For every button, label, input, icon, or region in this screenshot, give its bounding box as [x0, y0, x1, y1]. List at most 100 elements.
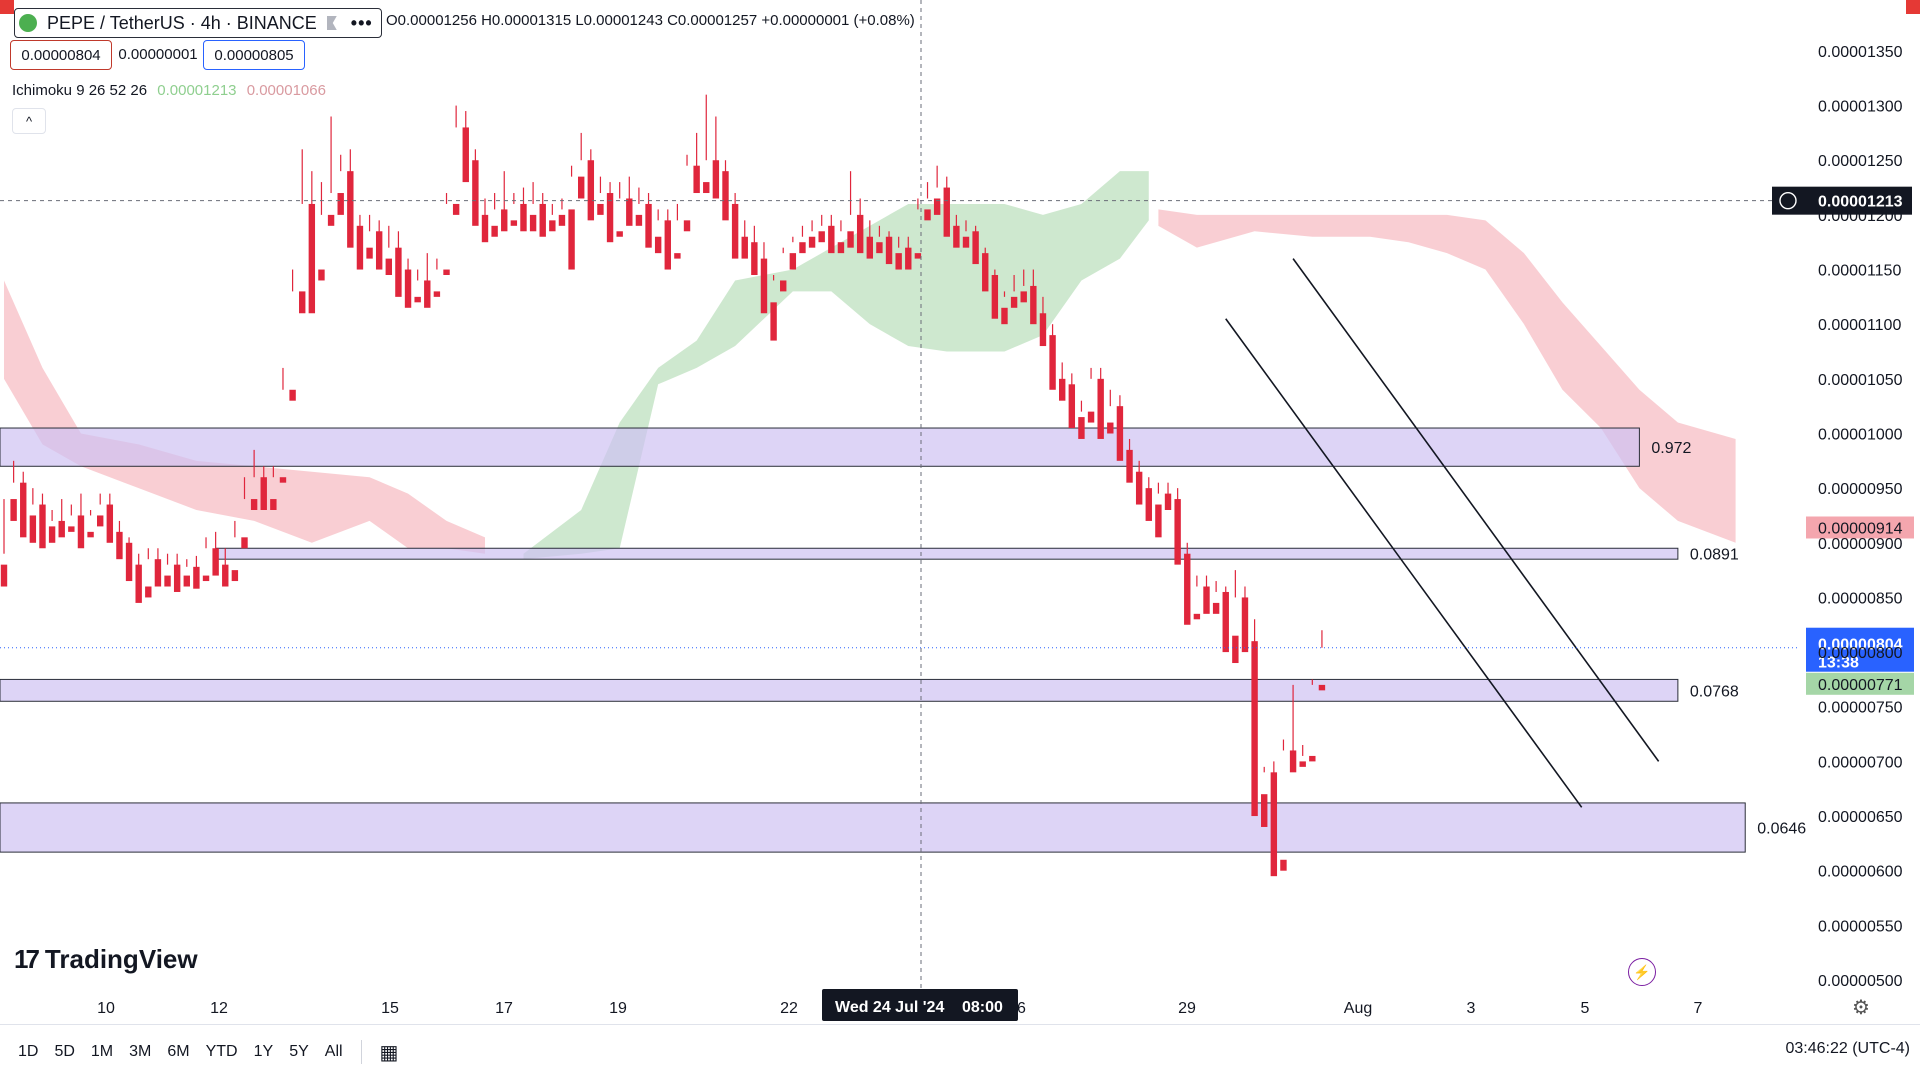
candle-body: [77, 515, 85, 549]
bottom-toolbar: 1D 5D 1M 3M 6M YTD 1Y 5Y All ▦: [0, 1024, 1920, 1079]
crosshair-date-label: Wed 24 Jul '24: [835, 999, 944, 1016]
candle-body: [327, 214, 335, 226]
y-tick-label: 0.00000650: [1818, 809, 1903, 826]
candle-body: [818, 231, 825, 243]
x-tick-label: 3: [1467, 1000, 1476, 1017]
timeframe-5y[interactable]: 5Y: [289, 1043, 309, 1060]
candle-body: [905, 247, 912, 270]
timeframe-1m[interactable]: 1M: [90, 1043, 114, 1060]
crosshair-price-label: 0.00001213: [1818, 194, 1903, 211]
x-tick-label: 5: [1581, 1000, 1590, 1017]
candle-body: [433, 291, 441, 297]
y-tick-label: 0.00000600: [1818, 864, 1903, 881]
candle-body: [289, 389, 296, 401]
candle-body: [1299, 761, 1306, 767]
candle-body: [876, 242, 883, 254]
candle-body: [885, 236, 893, 265]
settings-gear-icon[interactable]: ⚙: [1852, 997, 1870, 1019]
collapse-legend-button[interactable]: ^: [12, 108, 46, 134]
candle-body: [424, 280, 431, 308]
candle-body: [597, 203, 604, 215]
timeframe-ytd[interactable]: YTD: [205, 1043, 238, 1060]
toolbar-divider: [360, 1040, 362, 1064]
candle-body: [1155, 504, 1162, 538]
tradingview-logo[interactable]: 17 TradingView: [14, 944, 198, 975]
candle-body: [1232, 635, 1239, 664]
candle-body: [1174, 499, 1181, 565]
candle-body: [1030, 285, 1037, 325]
candle-body: [1059, 378, 1066, 401]
candle-body: [395, 247, 402, 297]
candle-body: [760, 258, 768, 314]
candle-body: [645, 203, 652, 248]
support-zone-3: [0, 678, 1679, 702]
ohlc-readout: O0.00001256 H0.00001315 L0.00001243 C0.0…: [386, 12, 915, 29]
candle-body: [29, 515, 37, 543]
candle-body: [1280, 859, 1287, 871]
x-tick-label: 7: [1694, 1000, 1703, 1017]
candle-body: [789, 253, 797, 270]
candle-body: [106, 504, 114, 543]
timeframe-6m[interactable]: 6M: [167, 1043, 190, 1060]
y-tick-label: 0.00001150: [1818, 263, 1901, 280]
x-tick-label: 10: [97, 1000, 115, 1017]
candle-body: [308, 203, 316, 314]
candle-body: [1164, 493, 1172, 510]
candle-body: [587, 160, 595, 221]
candle-body: [135, 564, 142, 603]
timeframe-all[interactable]: All: [324, 1043, 343, 1060]
candle-body: [664, 220, 671, 270]
candle-body: [635, 214, 643, 226]
more-icon[interactable]: •••: [350, 12, 373, 33]
candle-body: [1270, 772, 1278, 877]
candle-body: [125, 542, 133, 582]
candle-body: [1135, 471, 1143, 505]
candle-body: [97, 515, 104, 527]
candle-body: [1097, 378, 1104, 439]
ichimoku-cloud-green: [523, 171, 1149, 560]
candle-body: [20, 482, 27, 538]
sell-button[interactable]: 0.00000804: [10, 40, 112, 70]
candle-body: [1039, 313, 1047, 347]
x-tick-label: 22: [780, 1000, 798, 1017]
pepe-coin-icon: [19, 14, 37, 32]
candle-body: [385, 258, 392, 275]
timeframe-3m[interactable]: 3M: [129, 1043, 152, 1060]
candle-body: [847, 231, 854, 248]
candle-body: [443, 269, 450, 275]
symbol-selector[interactable]: PEPE / TetherUS · 4h · BINANCE •••: [14, 8, 382, 38]
candle-body: [895, 253, 902, 270]
calendar-icon[interactable]: ▦: [379, 1041, 399, 1064]
buy-button[interactable]: 0.00000805: [203, 40, 305, 70]
candle-body: [39, 504, 46, 549]
candle-body: [462, 127, 469, 183]
candle-body: [337, 193, 344, 215]
candle-body: [616, 231, 623, 237]
price-box-ichimoku-red: [1806, 516, 1914, 539]
support-zone-1: [0, 427, 1640, 467]
y-tick-label: 0.00000700: [1818, 754, 1903, 771]
indicator-legend[interactable]: Ichimoku 9 26 52 26 0.00001213 0.0000106…: [12, 82, 326, 99]
crosshair-date-box: [822, 989, 1018, 1021]
candle-body: [856, 214, 864, 254]
price-label-ichimoku-green: 0.00000771: [1818, 677, 1903, 694]
timeframe-1d[interactable]: 1D: [18, 1043, 39, 1060]
flag-icon[interactable]: [326, 16, 337, 30]
timeframe-1y[interactable]: 1Y: [253, 1043, 274, 1060]
candle-body: [731, 203, 739, 259]
candle-body: [953, 225, 960, 248]
alert-bolt-icon[interactable]: ⚡: [1628, 958, 1656, 986]
candle-body: [837, 242, 845, 254]
price-sub-last-price: 13:38: [1818, 655, 1859, 672]
timeframe-5d[interactable]: 5D: [54, 1043, 75, 1060]
candle-body: [549, 220, 556, 232]
y-tick-label: 0.00001200: [1818, 208, 1903, 225]
clock-timezone[interactable]: 03:46:22 (UTC-4): [1785, 1040, 1911, 1057]
price-label-ichimoku-red: 0.00000914: [1818, 520, 1903, 537]
candle-body: [87, 531, 94, 538]
candle-body: [558, 214, 566, 226]
x-tick-label: 19: [609, 1000, 627, 1017]
candle-body: [116, 531, 123, 560]
candle-body: [654, 236, 662, 254]
